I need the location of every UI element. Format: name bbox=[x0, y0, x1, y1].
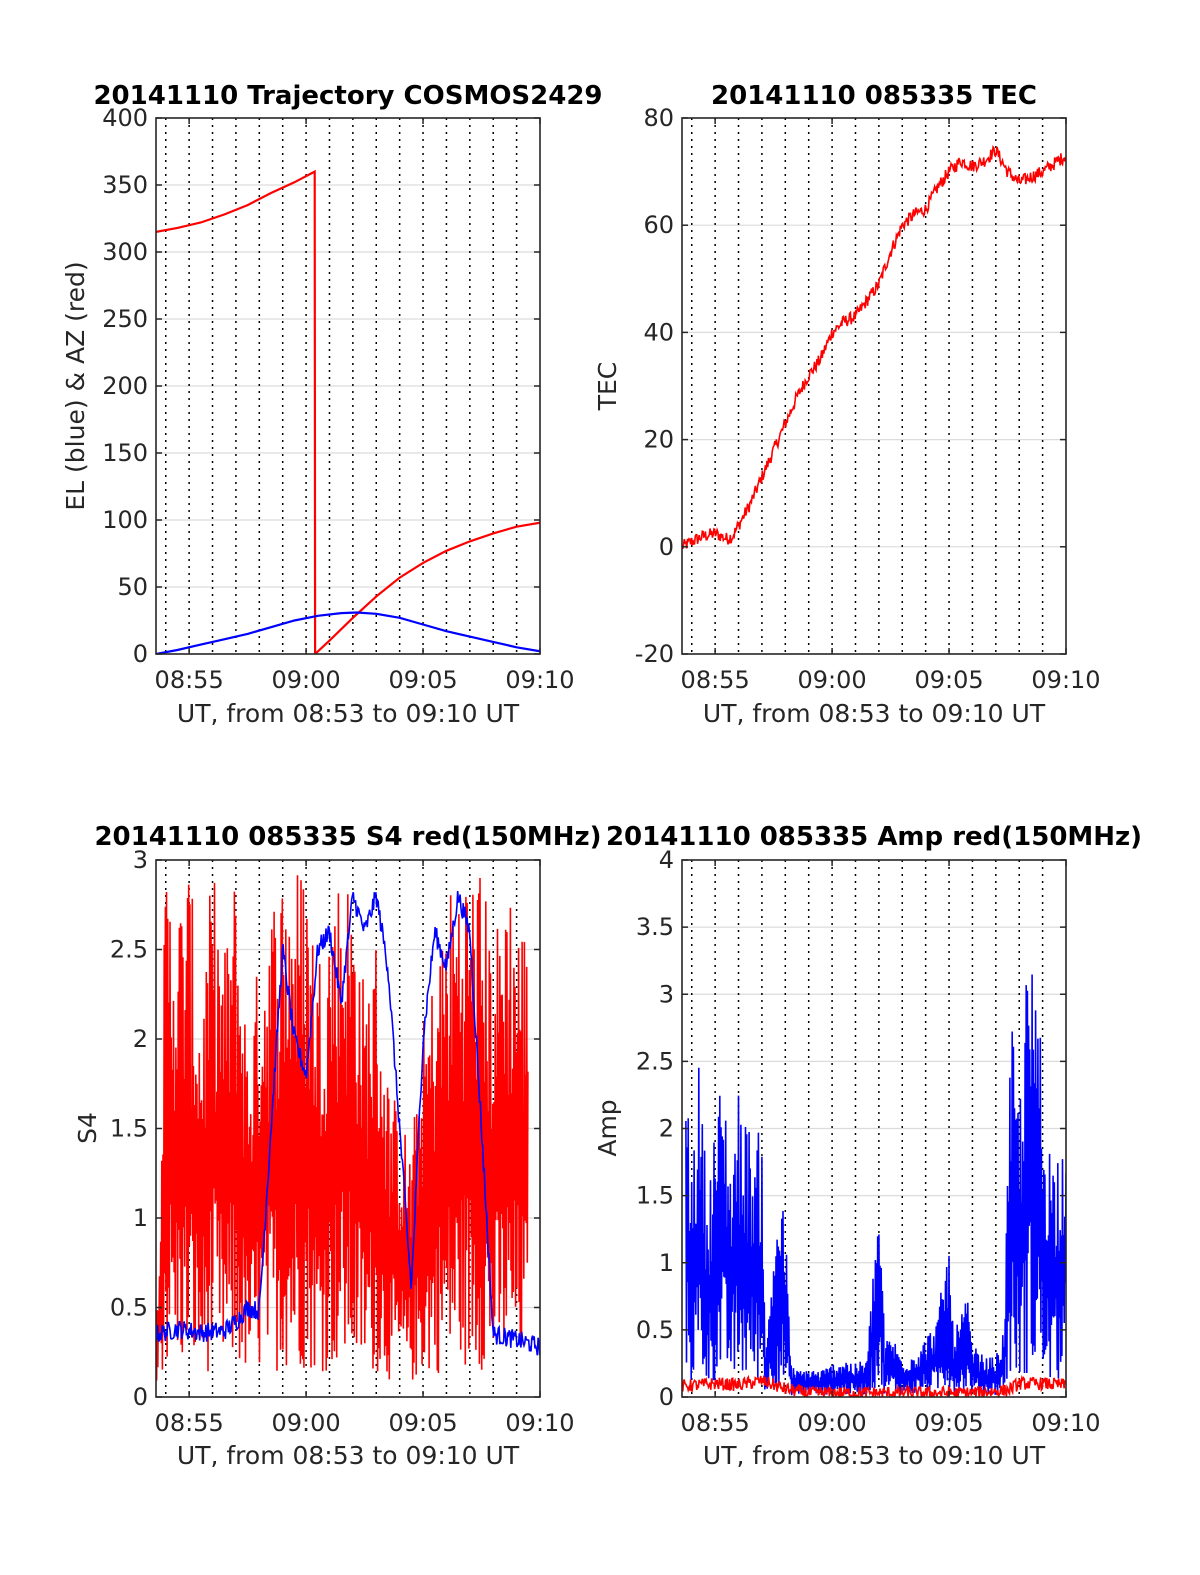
trajectory-title: 20141110 Trajectory COSMOS2429 bbox=[93, 81, 602, 111]
s4-xtick-label: 09:05 bbox=[388, 1409, 457, 1437]
s4-series-1-line bbox=[156, 891, 540, 1356]
amp-panel: 20141110 085335 Amp red(150MHz) Amp UT, … bbox=[593, 822, 1142, 1470]
amp-ytick-label: 2 bbox=[659, 1115, 674, 1143]
tec-ytick-label: 0 bbox=[659, 533, 674, 561]
tec-ytick-label: -20 bbox=[635, 640, 674, 668]
trajectory-series-1-line bbox=[156, 611, 540, 654]
amp-ytick-label: 1 bbox=[659, 1249, 674, 1277]
s4-plot-area: 0 0.5 1 1.5 2 2.5 3 08:55 09:00 09:05 09:10 bbox=[110, 846, 575, 1437]
amp-title: 20141110 085335 Amp red(150MHz) bbox=[606, 822, 1142, 852]
amp-ytick-label: 0 bbox=[659, 1383, 674, 1411]
amp-xtick-label: 09:00 bbox=[798, 1409, 867, 1437]
amp-ytick-label: 3.5 bbox=[636, 913, 674, 941]
s4-ylabel: S4 bbox=[73, 1112, 102, 1144]
amp-xtick-label: 08:55 bbox=[681, 1409, 750, 1437]
amp-plot-area: 0 0.5 1 1.5 2 2.5 3 3.5 4 08:55 09:00 09:05 09:10 bbox=[636, 846, 1101, 1437]
tec-ytick-label: 60 bbox=[643, 211, 674, 239]
s4-xtick-label: 09:10 bbox=[505, 1409, 574, 1437]
tec-panel: 20141110 085335 TEC TEC UT, from 08:53 t… bbox=[593, 81, 1101, 728]
amp-series-1-line bbox=[682, 1374, 1066, 1397]
tec-ylabel: TEC bbox=[593, 362, 622, 412]
tec-ytick-label: 20 bbox=[643, 426, 674, 454]
s4-title: 20141110 085335 S4 red(150MHz) bbox=[94, 822, 601, 852]
s4-ytick-label: 1 bbox=[133, 1204, 148, 1232]
amp-ytick-label: 1.5 bbox=[636, 1182, 674, 1210]
tec-xtick-label: 09:05 bbox=[914, 666, 983, 694]
amp-xtick-label: 09:10 bbox=[1031, 1409, 1100, 1437]
amp-ylabel: Amp bbox=[593, 1099, 622, 1156]
tec-axes-frame bbox=[681, 117, 1067, 655]
s4-xtick-label: 08:55 bbox=[155, 1409, 224, 1437]
s4-ytick-label: 2 bbox=[133, 1025, 148, 1053]
trajectory-ytick-label: 0 bbox=[133, 640, 148, 668]
tec-series-group bbox=[682, 145, 1066, 550]
amp-ytick-label: 4 bbox=[659, 846, 674, 874]
s4-xtick-label: 09:00 bbox=[272, 1409, 341, 1437]
trajectory-ytick-label: 50 bbox=[117, 573, 148, 601]
tec-xtick-label: 09:00 bbox=[798, 666, 867, 694]
s4-ytick-label: 1.5 bbox=[110, 1115, 148, 1143]
amp-series-0-line bbox=[685, 974, 1066, 1396]
tec-series-0-line bbox=[682, 145, 1066, 550]
amp-ytick-label: 0.5 bbox=[636, 1316, 674, 1344]
tec-plot-area: -20 0 20 40 60 80 08:55 09:00 09:05 09:10 bbox=[635, 104, 1101, 694]
trajectory-ytick-label: 400 bbox=[102, 104, 148, 132]
s4-series-0-line bbox=[156, 875, 529, 1381]
trajectory-series-0-line bbox=[156, 169, 540, 654]
trajectory-ylabel: EL (blue) & AZ (red) bbox=[61, 261, 90, 510]
trajectory-xlabel: UT, from 08:53 to 09:10 UT bbox=[177, 699, 520, 728]
trajectory-xtick-label: 09:00 bbox=[272, 666, 341, 694]
trajectory-ytick-label: 100 bbox=[102, 506, 148, 534]
tec-title: 20141110 085335 TEC bbox=[711, 81, 1037, 111]
tec-ytick-label: 80 bbox=[643, 104, 674, 132]
amp-ytick-label: 3 bbox=[659, 980, 674, 1008]
trajectory-plot-area: 0 50 100 150 200 250 300 350 400 08:55 09:00 09:05 0… bbox=[102, 104, 574, 694]
s4-ytick-label: 0 bbox=[133, 1383, 148, 1411]
s4-xlabel: UT, from 08:53 to 09:10 UT bbox=[177, 1441, 520, 1470]
s4-series-group bbox=[156, 875, 540, 1381]
trajectory-ytick-label: 200 bbox=[102, 372, 148, 400]
s4-ytick-label: 2.5 bbox=[110, 936, 148, 964]
amp-xtick-label: 09:05 bbox=[914, 1409, 983, 1437]
trajectory-ytick-label: 150 bbox=[102, 439, 148, 467]
tec-xtick-label: 08:55 bbox=[681, 666, 750, 694]
trajectory-ytick-label: 250 bbox=[102, 305, 148, 333]
trajectory-series-group bbox=[156, 169, 540, 654]
trajectory-xtick-label: 08:55 bbox=[155, 666, 224, 694]
tec-ytick-label: 40 bbox=[643, 318, 674, 346]
amp-xlabel: UT, from 08:53 to 09:10 UT bbox=[703, 1441, 1046, 1470]
trajectory-xtick-label: 09:05 bbox=[388, 666, 457, 694]
amp-series-group bbox=[682, 974, 1066, 1397]
trajectory-ytick-label: 350 bbox=[102, 171, 148, 199]
trajectory-panel: 20141110 Trajectory COSMOS2429 EL (blue)… bbox=[61, 81, 603, 728]
s4-ytick-label: 3 bbox=[133, 846, 148, 874]
s4-panel: 20141110 085335 S4 red(150MHz) S4 UT, fr… bbox=[73, 822, 602, 1470]
trajectory-ytick-label: 300 bbox=[102, 238, 148, 266]
trajectory-xtick-label: 09:10 bbox=[505, 666, 574, 694]
s4-ytick-label: 0.5 bbox=[110, 1294, 148, 1322]
tec-xtick-label: 09:10 bbox=[1031, 666, 1100, 694]
tec-xlabel: UT, from 08:53 to 09:10 UT bbox=[703, 699, 1046, 728]
amp-ytick-label: 2.5 bbox=[636, 1047, 674, 1075]
